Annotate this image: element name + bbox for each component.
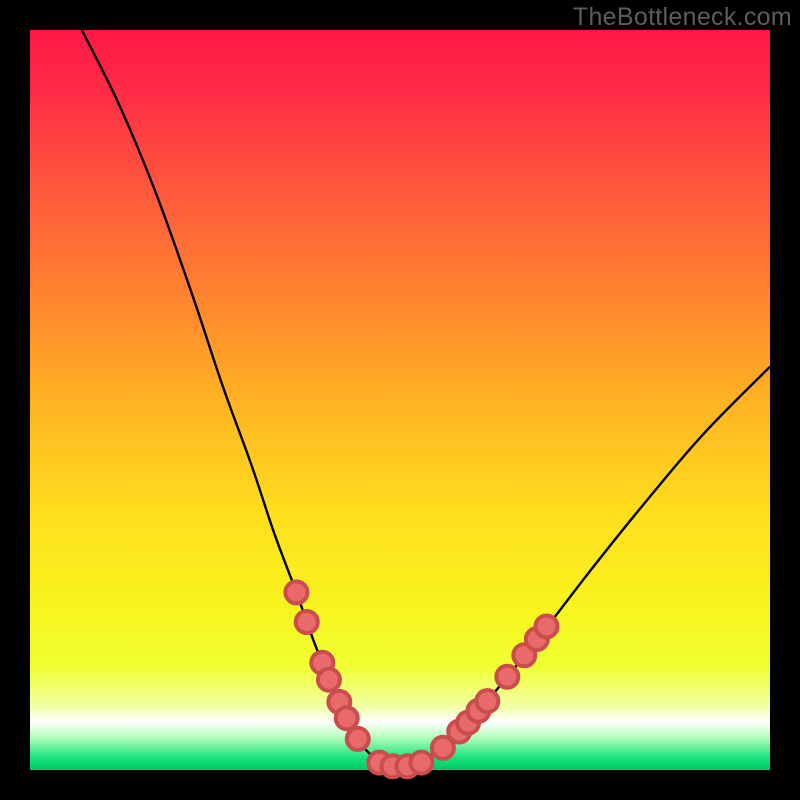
bottleneck-chart (0, 0, 800, 800)
curve-marker (347, 728, 369, 750)
curve-marker (536, 615, 558, 637)
curve-marker (410, 752, 432, 774)
curve-marker (336, 707, 358, 729)
chart-stage: TheBottleneck.com (0, 0, 800, 800)
curve-marker (318, 669, 340, 691)
curve-marker (496, 666, 518, 688)
curve-marker (296, 611, 318, 633)
gradient-background (30, 30, 770, 770)
watermark-text: TheBottleneck.com (573, 3, 792, 32)
curve-marker (476, 690, 498, 712)
curve-marker (285, 581, 307, 603)
